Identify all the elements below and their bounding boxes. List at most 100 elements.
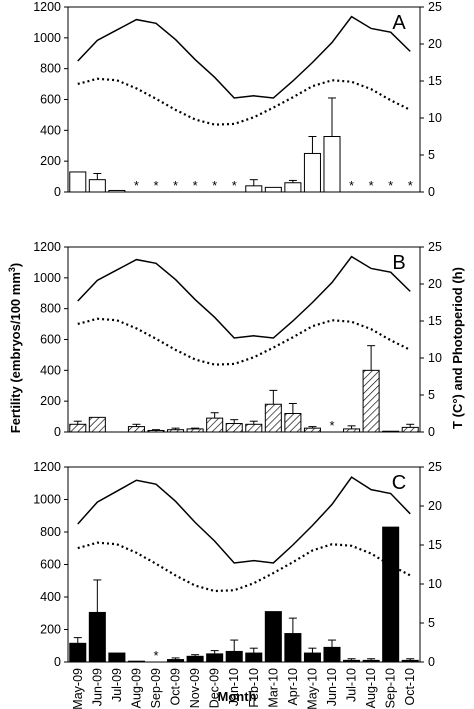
bar: [343, 659, 361, 663]
bar: [88, 179, 106, 193]
bar: [167, 659, 185, 663]
y-left-tick-label: 200: [40, 154, 61, 168]
y-left-tick-label: 0: [54, 655, 61, 669]
bar: [88, 416, 106, 433]
y-right-tick-label: 5: [428, 148, 435, 162]
asterisk-marker: *: [134, 178, 139, 193]
asterisk-marker: *: [369, 178, 374, 193]
y-right-tick-label: 10: [428, 577, 442, 591]
y-left-tick-label: 1000: [33, 31, 61, 45]
y-right-tick-label: 20: [428, 37, 442, 51]
bar: [69, 642, 87, 663]
y-right-tick-label: 25: [428, 0, 442, 14]
x-tick-label: Apr-10: [286, 668, 300, 706]
y-right-tick-label: 25: [428, 240, 442, 254]
bar: [382, 526, 400, 663]
bar: [362, 369, 380, 433]
bar: [264, 186, 282, 193]
y-left-tick-label: 600: [40, 93, 61, 107]
bar: [362, 659, 380, 663]
y-left-tick-label: 800: [40, 525, 61, 539]
x-tick-label: Jan-10: [227, 668, 241, 706]
bar: [303, 152, 321, 193]
x-tick-label: Jun-09: [90, 668, 104, 706]
x-tick-label: Sep-09: [149, 668, 163, 708]
panel-letter: B: [392, 252, 405, 274]
y-left-tick-label: 1000: [33, 271, 61, 285]
panel-letter: C: [392, 472, 406, 494]
asterisk-marker: *: [232, 178, 237, 193]
bar: [69, 171, 87, 193]
asterisk-marker: *: [153, 178, 158, 193]
asterisk-marker: *: [153, 648, 158, 663]
x-tick-label: May-09: [71, 668, 85, 709]
bar: [284, 413, 302, 433]
bar: [108, 652, 126, 663]
panel-b: 0 200 400 600 800 1000 1200 0 5 10 15 20 25 * B: [33, 240, 442, 439]
panel-a: 0 200 400 600 800 1000 1200 0 5 10 15 20 25 * * * * * * * * *…: [33, 0, 442, 199]
bar: [264, 611, 282, 663]
y-left-tick-label: 400: [40, 363, 61, 377]
bar: [147, 429, 165, 433]
bar: [206, 417, 224, 433]
bar: [245, 185, 263, 193]
x-tick-label: Dec-09: [208, 668, 222, 708]
bar: [323, 136, 341, 193]
bar: [127, 660, 145, 663]
bar: [401, 659, 419, 663]
x-tick-label: Aug-09: [129, 668, 143, 708]
bar: [186, 428, 204, 433]
y-left-tick-label: 400: [40, 590, 61, 604]
bar: [245, 652, 263, 663]
panel-letter: A: [392, 12, 406, 34]
y-left-tick-label: 1200: [33, 0, 61, 14]
y-left-tick-label: 600: [40, 333, 61, 347]
x-tick-label: Jun-10: [325, 668, 339, 706]
y-right-tick-label: 10: [428, 351, 442, 365]
temperature-line: [77, 476, 411, 564]
y-left-tick-label: 800: [40, 62, 61, 76]
y-right-tick-label: 15: [428, 314, 442, 328]
bar: [225, 650, 243, 663]
plot-frame: [67, 466, 421, 663]
plot-frame: [67, 6, 421, 193]
y-left-tick-label: 1200: [33, 240, 61, 254]
bar: [186, 655, 204, 663]
temperature-line: [77, 255, 411, 339]
bar: [264, 403, 282, 433]
y-left-tick-label: 0: [54, 185, 61, 199]
x-axis-title: Month: [218, 689, 257, 704]
y-left-tick-label: 600: [40, 558, 61, 572]
y-right-tick-label: 0: [428, 185, 435, 199]
asterisk-marker: *: [408, 178, 413, 193]
y-right-tick-label: 20: [428, 277, 442, 291]
x-tick-label: Jul-10: [345, 668, 359, 702]
y-left-tick-label: 1200: [33, 460, 61, 474]
y-right-tick-label: 20: [428, 499, 442, 513]
x-tick-label: Feb-10: [247, 668, 261, 708]
x-tick-label: Aug-10: [364, 668, 378, 708]
y-right-tick-label: 25: [428, 460, 442, 474]
asterisk-marker: *: [173, 178, 178, 193]
panel-c: 0 200 400 600 800 1000 1200 0 5 10 15 20 25 * C May-09 J…: [33, 460, 442, 709]
asterisk-marker: *: [349, 178, 354, 193]
photoperiod-line: [77, 77, 411, 126]
y-left-tick-label: 200: [40, 623, 61, 637]
temperature-line: [77, 15, 411, 99]
bar: [225, 423, 243, 433]
x-tick-label: Nov-09: [188, 668, 202, 708]
bar: [88, 611, 106, 663]
bar: [303, 652, 321, 663]
photoperiod-line: [77, 541, 411, 593]
asterisk-marker: *: [388, 178, 393, 193]
y-left-tick-label: 800: [40, 302, 61, 316]
y-left-axis-title: Fertility (embryos/100 mm3): [7, 263, 23, 433]
y-right-tick-label: 5: [428, 616, 435, 630]
y-left-tick-label: 400: [40, 123, 61, 137]
x-tick-label: Oct-10: [403, 668, 417, 706]
bar: [245, 423, 263, 433]
photoperiod-line: [77, 317, 411, 366]
bar: [108, 189, 126, 193]
y-right-tick-label: 0: [428, 655, 435, 669]
